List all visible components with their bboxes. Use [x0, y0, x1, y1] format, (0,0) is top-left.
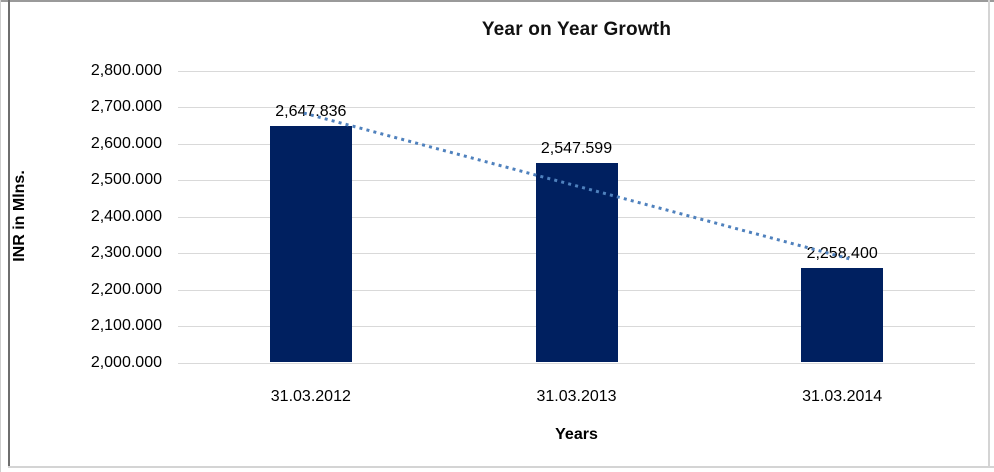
- x-tick-label: 31.03.2013: [536, 388, 617, 405]
- bar-value-label: 2,547.599: [540, 139, 613, 157]
- cell-border-right: [988, 0, 990, 468]
- y-tick-label: 2,100.000: [90, 317, 162, 335]
- bar-value-label: 2,258.400: [806, 245, 878, 263]
- y-tick-label: 2,600.000: [90, 134, 162, 152]
- y-tick-label: 2,500.000: [90, 171, 162, 189]
- cell-border-left: [8, 0, 10, 466]
- y-tick-label: 2,200.000: [90, 280, 162, 298]
- chart-title: Year on Year Growth: [481, 19, 672, 40]
- y-tick-label: 2,800.000: [90, 62, 162, 79]
- gridline: [178, 362, 975, 364]
- y-tick-label: 2,400.000: [90, 207, 162, 225]
- y-tick-label: 2,000.000: [90, 353, 162, 371]
- bar-31.03.2014: [801, 268, 884, 363]
- y-tick-label: 2,300.000: [90, 244, 162, 262]
- x-tick-label: 31.03.2012: [270, 388, 351, 405]
- x-tick-label: 31.03.2014: [802, 388, 883, 405]
- y-axis-title: INR in Mlns.: [11, 170, 28, 262]
- bar-value-label: 2,647.836: [275, 103, 347, 121]
- bar-31.03.2012: [269, 126, 352, 363]
- y-tick-label: 2,700.000: [90, 98, 162, 116]
- gridline: [178, 71, 975, 72]
- screenshot-left-edge: [0, 0, 1, 472]
- x-axis-title: Years: [555, 426, 598, 443]
- bar-31.03.2013: [535, 162, 618, 363]
- gridline: [178, 107, 975, 109]
- cell-border-bottom: [8, 466, 994, 468]
- cell-border-top: [0, 0, 994, 2]
